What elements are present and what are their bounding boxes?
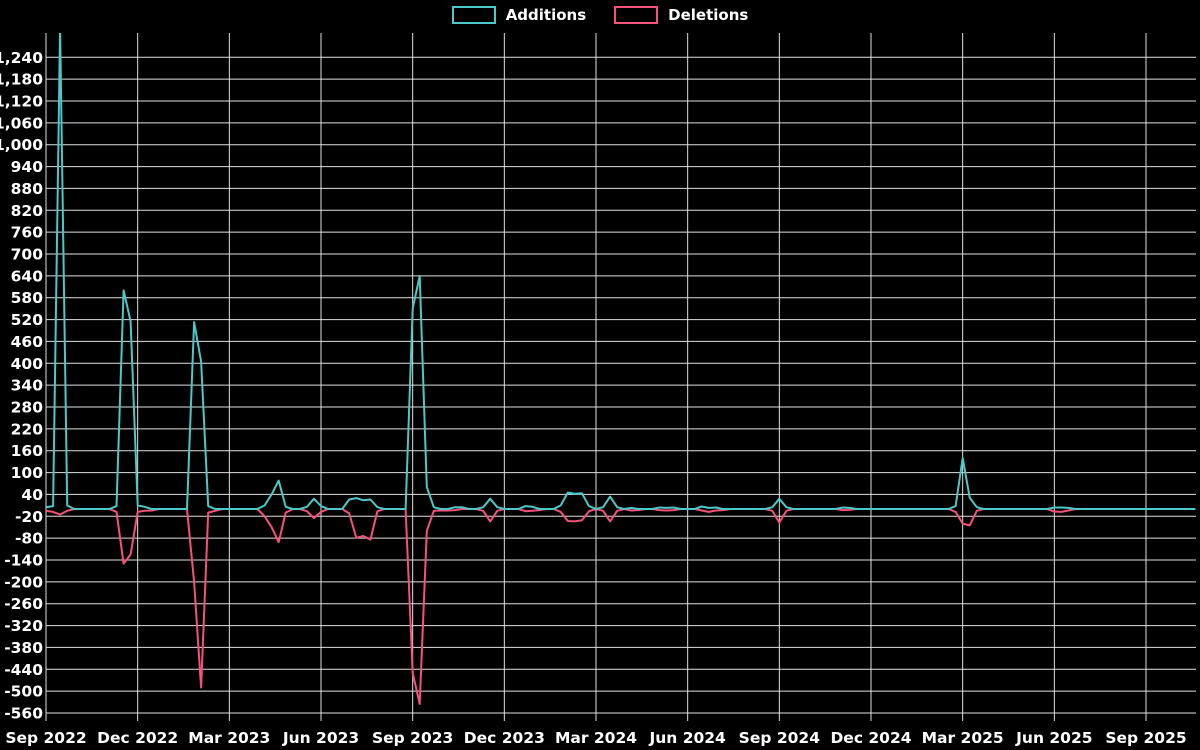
y-tick-label: 640 xyxy=(11,267,44,285)
y-tick-label: 760 xyxy=(11,224,44,242)
y-tick-label: 820 xyxy=(11,202,44,220)
y-tick-label: 460 xyxy=(11,333,44,351)
y-tick-label: -200 xyxy=(4,573,43,591)
y-tick-label: -140 xyxy=(4,551,43,569)
y-tick-label: 1,240 xyxy=(0,49,43,67)
additions-line xyxy=(45,33,1196,510)
y-tick-label: -260 xyxy=(4,595,43,613)
y-tick-label: -500 xyxy=(4,683,43,701)
y-tick-label: -320 xyxy=(4,617,43,635)
x-tick-label: Sep 2025 xyxy=(1105,729,1186,747)
y-tick-label: 100 xyxy=(11,464,44,482)
y-tick-label: 700 xyxy=(11,246,44,264)
legend-item-deletions[interactable]: Deletions xyxy=(614,6,748,24)
x-tick-label: Jun 2024 xyxy=(648,729,726,747)
y-tick-label: 520 xyxy=(11,311,44,329)
y-tick-label: -440 xyxy=(4,661,43,679)
y-tick-label: -20 xyxy=(15,508,43,526)
additions-legend-label: Additions xyxy=(505,6,587,24)
x-tick-label: Dec 2023 xyxy=(464,729,545,747)
y-tick-label: 1,180 xyxy=(0,71,43,89)
x-tick-label: Jun 2023 xyxy=(282,729,359,747)
x-tick-label: Mar 2025 xyxy=(922,729,1004,747)
x-tick-label: Jun 2025 xyxy=(1015,729,1092,747)
y-tick-label: 400 xyxy=(11,355,44,373)
y-tick-label: 580 xyxy=(11,289,44,307)
x-tick-label: Dec 2024 xyxy=(830,729,911,747)
y-tick-label: -380 xyxy=(4,639,43,657)
deletions-swatch-icon xyxy=(614,6,659,24)
chart-legend: Additions Deletions xyxy=(0,6,1200,24)
x-tick-label: Sep 2023 xyxy=(372,729,453,747)
y-tick-label: 1,120 xyxy=(0,93,43,111)
y-tick-label: -560 xyxy=(4,704,43,722)
x-tick-label: Mar 2024 xyxy=(555,729,637,747)
y-tick-label: 940 xyxy=(11,158,44,176)
y-tick-label: 340 xyxy=(11,377,44,395)
y-tick-label: 280 xyxy=(11,399,44,417)
y-tick-label: 1,000 xyxy=(0,136,43,154)
y-tick-label: 1,060 xyxy=(0,114,43,132)
legend-item-additions[interactable]: Additions xyxy=(451,6,587,24)
y-tick-label: 220 xyxy=(11,420,44,438)
x-tick-label: Dec 2022 xyxy=(97,729,178,747)
additions-swatch-icon xyxy=(451,6,496,24)
y-tick-label: 160 xyxy=(11,442,44,460)
y-tick-label: 40 xyxy=(21,486,43,504)
x-tick-label: Sep 2024 xyxy=(739,729,821,747)
deletions-legend-label: Deletions xyxy=(668,6,749,24)
y-tick-label: -80 xyxy=(15,530,43,548)
x-tick-label: Sep 2022 xyxy=(5,729,86,747)
x-tick-label: Mar 2023 xyxy=(188,729,270,747)
y-tick-label: 880 xyxy=(11,180,44,198)
